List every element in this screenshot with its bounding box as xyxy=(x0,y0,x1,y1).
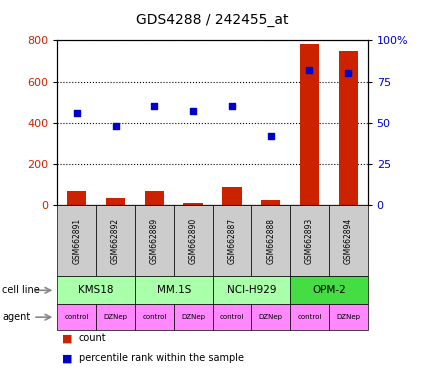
Text: GSM662894: GSM662894 xyxy=(344,218,353,264)
Bar xyxy=(339,51,358,205)
Bar xyxy=(144,191,164,205)
Text: MM.1S: MM.1S xyxy=(156,285,191,295)
Text: agent: agent xyxy=(2,312,30,322)
Text: DZNep: DZNep xyxy=(259,314,283,320)
Point xyxy=(74,110,80,116)
Bar xyxy=(106,198,125,205)
Point xyxy=(190,108,196,114)
Bar xyxy=(67,191,86,205)
Bar xyxy=(184,203,203,205)
Text: control: control xyxy=(142,314,167,320)
Text: ■: ■ xyxy=(62,353,72,363)
Text: KMS18: KMS18 xyxy=(78,285,114,295)
Bar xyxy=(261,200,280,205)
Text: count: count xyxy=(79,333,106,343)
Text: GSM662892: GSM662892 xyxy=(111,218,120,264)
Text: DZNep: DZNep xyxy=(181,314,205,320)
Point xyxy=(112,123,119,129)
Text: OPM-2: OPM-2 xyxy=(312,285,346,295)
Text: ■: ■ xyxy=(62,333,72,343)
Point xyxy=(306,67,313,73)
Text: control: control xyxy=(65,314,89,320)
Text: GDS4288 / 242455_at: GDS4288 / 242455_at xyxy=(136,13,289,27)
Point xyxy=(151,103,158,109)
Text: GSM662888: GSM662888 xyxy=(266,218,275,264)
Text: NCI-H929: NCI-H929 xyxy=(227,285,276,295)
Point xyxy=(345,70,351,76)
Point xyxy=(267,133,274,139)
Bar xyxy=(300,45,319,205)
Text: GSM662891: GSM662891 xyxy=(72,218,81,264)
Text: DZNep: DZNep xyxy=(336,314,360,320)
Text: GSM662887: GSM662887 xyxy=(227,218,236,264)
Text: DZNep: DZNep xyxy=(104,314,128,320)
Text: percentile rank within the sample: percentile rank within the sample xyxy=(79,353,244,363)
Text: control: control xyxy=(297,314,322,320)
Text: control: control xyxy=(220,314,244,320)
Text: GSM662893: GSM662893 xyxy=(305,218,314,264)
Text: GSM662889: GSM662889 xyxy=(150,218,159,264)
Text: cell line: cell line xyxy=(2,285,40,295)
Point xyxy=(229,103,235,109)
Bar xyxy=(222,187,241,205)
Text: GSM662890: GSM662890 xyxy=(189,218,198,264)
